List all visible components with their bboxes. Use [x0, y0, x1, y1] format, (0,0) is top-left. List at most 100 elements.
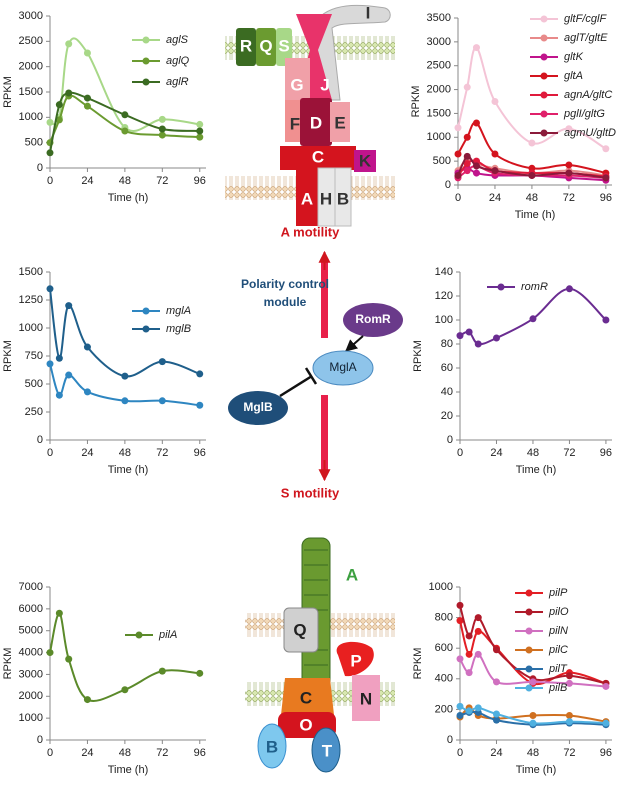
legend-marker	[525, 608, 533, 616]
legend-label: gltF/cglF	[564, 13, 607, 25]
legend-marker	[540, 91, 548, 99]
data-point	[158, 131, 166, 139]
data-point	[121, 111, 129, 119]
series-line	[49, 91, 200, 153]
y-tick-label: 250	[25, 406, 43, 418]
protein-label: G	[290, 75, 303, 94]
y-tick-label: 120	[435, 290, 453, 302]
y-tick-label: 2500	[19, 35, 43, 47]
data-point	[55, 116, 63, 124]
x-tick-label: 72	[563, 192, 575, 204]
data-point	[196, 120, 204, 128]
y-tick-label: 0	[447, 734, 453, 746]
y-tick-label: 80	[441, 338, 453, 350]
legend-label: mglB	[166, 323, 191, 335]
legend-marker	[525, 665, 533, 673]
data-point	[55, 101, 63, 109]
series-line	[49, 94, 200, 144]
data-point	[465, 328, 473, 336]
legend-label: mglA	[166, 305, 191, 317]
legend-marker	[142, 57, 150, 65]
data-point	[465, 650, 473, 658]
data-point	[83, 102, 91, 110]
data-point	[454, 171, 462, 179]
pilus-label: A	[346, 565, 358, 584]
y-tick-label: 140	[435, 266, 453, 278]
data-point	[528, 139, 536, 147]
data-point	[529, 719, 537, 727]
mglb-label: MglB	[243, 400, 273, 414]
mglb-shape	[228, 391, 288, 425]
y-tick-label: 0	[37, 162, 43, 174]
mgla-shape	[312, 350, 374, 386]
data-point	[565, 285, 573, 293]
protein-label: J	[320, 75, 329, 94]
protein-label: A	[301, 189, 313, 208]
y-tick-label: 1000	[19, 111, 43, 123]
data-point	[456, 655, 464, 663]
data-point	[158, 358, 166, 366]
data-point	[565, 161, 573, 169]
x-axis-label: Time (h)	[515, 209, 556, 221]
x-tick-label: 0	[47, 175, 53, 187]
data-point	[46, 285, 54, 293]
data-point	[456, 332, 464, 340]
data-point	[456, 702, 464, 710]
x-tick-label: 72	[156, 447, 168, 459]
x-tick-label: 96	[194, 447, 206, 459]
arrow-down	[321, 395, 328, 470]
protein-label: Q	[293, 620, 306, 639]
inhibition-line	[279, 374, 313, 398]
data-point	[456, 617, 464, 625]
y-tick-label: 0	[37, 434, 43, 446]
x-tick-label: 48	[526, 192, 538, 204]
data-point	[565, 169, 573, 177]
y-tick-label: 3000	[427, 36, 451, 48]
data-point	[463, 152, 471, 160]
data-point	[121, 686, 129, 694]
legend-marker	[497, 283, 505, 291]
data-point	[46, 149, 54, 157]
arrow-up	[321, 258, 328, 338]
protein-label: R	[240, 36, 252, 55]
legend-marker	[142, 36, 150, 44]
protein-label: F	[290, 114, 300, 133]
protein-label: S	[278, 36, 289, 55]
protein-labels: R Q S I G J F D EC K A H B	[240, 3, 372, 208]
y-tick-label: 1500	[19, 86, 43, 98]
y-tick-label: 1500	[427, 107, 451, 119]
data-point	[565, 712, 573, 720]
module-label: Polarity control	[241, 277, 329, 291]
protein-label: B	[266, 737, 278, 756]
y-tick-label: 750	[25, 350, 43, 362]
data-point	[602, 174, 610, 182]
legend-marker	[540, 72, 548, 80]
data-point	[121, 127, 129, 135]
data-point	[474, 614, 482, 622]
protein-label: O	[299, 715, 312, 734]
protein-label: B	[337, 189, 349, 208]
data-point	[46, 649, 54, 657]
data-point	[46, 118, 54, 126]
y-tick-label: 1000	[429, 581, 453, 593]
data-point	[565, 679, 573, 687]
legend-marker	[540, 15, 548, 23]
y-tick-label: 0	[445, 179, 451, 191]
data-point	[83, 388, 91, 396]
protein-label: N	[360, 689, 372, 708]
y-tick-label: 20	[441, 410, 453, 422]
y-tick-label: 2500	[427, 60, 451, 72]
s-motility: S motility	[281, 485, 340, 500]
data-point	[492, 716, 500, 724]
y-tick-label: 1500	[19, 266, 43, 278]
data-point	[491, 167, 499, 175]
y-tick-label: 7000	[19, 581, 43, 593]
data-point	[565, 672, 573, 680]
data-point	[529, 712, 537, 720]
protein-label: C	[300, 688, 312, 707]
data-point	[196, 133, 204, 141]
y-tick-label: 500	[25, 137, 43, 149]
pilus-machinery	[245, 537, 395, 773]
data-point	[83, 696, 91, 704]
